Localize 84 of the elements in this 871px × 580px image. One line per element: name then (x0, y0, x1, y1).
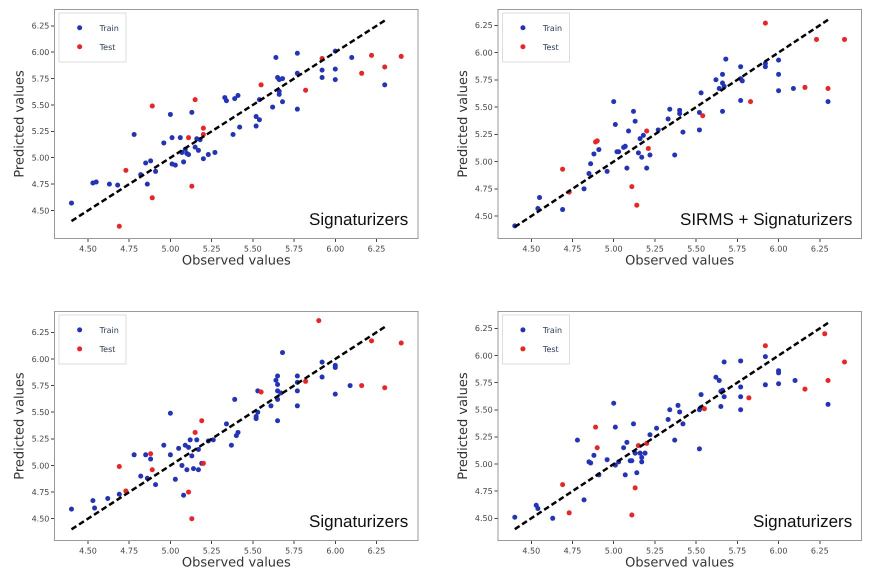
y-tick-label: 5.75 (474, 378, 493, 388)
annotation: Signaturizers (753, 512, 852, 531)
y-tick-label: 5.00 (32, 461, 50, 470)
y-tick-label: 4.75 (32, 180, 50, 189)
x-tick-label: 6.25 (810, 244, 829, 254)
x-tick-label: 6.00 (326, 546, 344, 556)
y-tick-label: 6.25 (32, 22, 50, 31)
legend-label: Train (542, 24, 562, 33)
y-tick-label: 4.50 (474, 212, 493, 221)
y-tick-label: 5.75 (32, 74, 50, 84)
y-tick-label: 4.50 (32, 514, 50, 524)
y-tick-label: 5.50 (32, 100, 50, 110)
y-tick-label: 5.25 (474, 432, 493, 442)
y-tick-label: 5.50 (474, 406, 493, 415)
legend-label: Test (542, 42, 559, 52)
y-tick-label: 5.00 (474, 157, 493, 166)
y-tick-label: 4.75 (474, 486, 493, 496)
legend-label: Train (98, 326, 119, 335)
legend-label: Test (98, 42, 116, 52)
x-tick-label: 5.25 (646, 546, 664, 556)
legend-label: Test (98, 345, 116, 354)
x-tick-label: 5.50 (244, 546, 262, 556)
y-tick-label: 6.00 (32, 48, 50, 57)
y-tick-label: 5.50 (474, 102, 493, 112)
y-tick-label: 6.00 (474, 48, 493, 58)
y-tick-label: 6.25 (474, 21, 493, 30)
x-tick-label: 6.25 (810, 546, 829, 556)
y-tick-label: 5.25 (474, 130, 493, 140)
x-tick-label: 5.75 (728, 244, 746, 254)
y-tick-label: 5.25 (32, 434, 50, 444)
x-tick-label: 5.75 (285, 546, 303, 556)
x-tick-label: 6.25 (368, 546, 386, 556)
legend-label: Train (98, 24, 119, 33)
legend-label: Test (542, 345, 559, 354)
x-tick-label: 4.50 (79, 244, 97, 254)
x-tick-label: 4.75 (120, 546, 138, 556)
x-tick-label: 5.50 (687, 546, 706, 556)
x-tick-label: 6.00 (770, 244, 788, 254)
y-tick-label: 6.25 (32, 328, 50, 338)
y-tick-label: 6.00 (32, 354, 50, 364)
legend-label: Train (542, 326, 562, 335)
y-tick-label: 4.75 (474, 184, 493, 194)
x-tick-label: 5.50 (687, 244, 706, 254)
x-tick-label: 5.00 (604, 546, 623, 556)
x-axis-title: Observed values (182, 254, 292, 268)
y-tick-label: 5.00 (474, 460, 493, 469)
x-tick-label: 5.75 (285, 244, 303, 254)
x-tick-label: 5.25 (202, 546, 221, 556)
y-tick-label: 4.50 (474, 514, 493, 524)
y-axis-title: Predicted values (456, 372, 471, 480)
y-tick-label: 6.00 (474, 351, 493, 360)
x-tick-label: 4.50 (522, 244, 540, 254)
x-tick-label: 4.50 (522, 546, 540, 556)
x-tick-label: 4.75 (564, 546, 582, 556)
y-tick-label: 4.50 (32, 206, 50, 216)
x-tick-label: 6.25 (368, 244, 386, 254)
x-axis-title: Observed values (182, 556, 292, 571)
x-tick-label: 5.75 (728, 546, 746, 556)
x-tick-label: 5.00 (161, 244, 180, 254)
x-axis-title: Observed values (625, 254, 734, 268)
annotation: Signaturizers (309, 512, 408, 531)
y-tick-label: 5.25 (32, 127, 50, 136)
x-tick-label: 5.25 (646, 244, 664, 254)
y-tick-label: 5.00 (32, 154, 50, 163)
x-tick-label: 6.00 (326, 244, 344, 254)
y-tick-label: 6.25 (474, 324, 493, 334)
y-axis-title: Predicted values (12, 372, 28, 480)
x-axis-title: Observed values (625, 556, 734, 571)
x-tick-label: 5.00 (604, 244, 623, 254)
y-tick-label: 5.75 (474, 76, 493, 85)
x-tick-label: 6.00 (770, 546, 788, 556)
x-tick-label: 5.00 (161, 546, 180, 556)
x-tick-label: 5.50 (244, 244, 262, 254)
x-tick-label: 4.75 (564, 244, 582, 254)
y-axis-title: Predicted values (12, 70, 28, 178)
annotation: SIRMS + Signaturizers (680, 210, 852, 229)
y-tick-label: 5.75 (32, 381, 50, 390)
x-tick-label: 4.50 (79, 546, 97, 556)
x-tick-label: 4.75 (120, 244, 138, 254)
annotation: Signaturizers (309, 210, 408, 229)
y-tick-label: 4.75 (32, 488, 50, 497)
y-axis-title: Predicted values (456, 70, 471, 178)
y-tick-label: 5.50 (32, 408, 50, 418)
x-tick-label: 5.25 (202, 244, 221, 254)
